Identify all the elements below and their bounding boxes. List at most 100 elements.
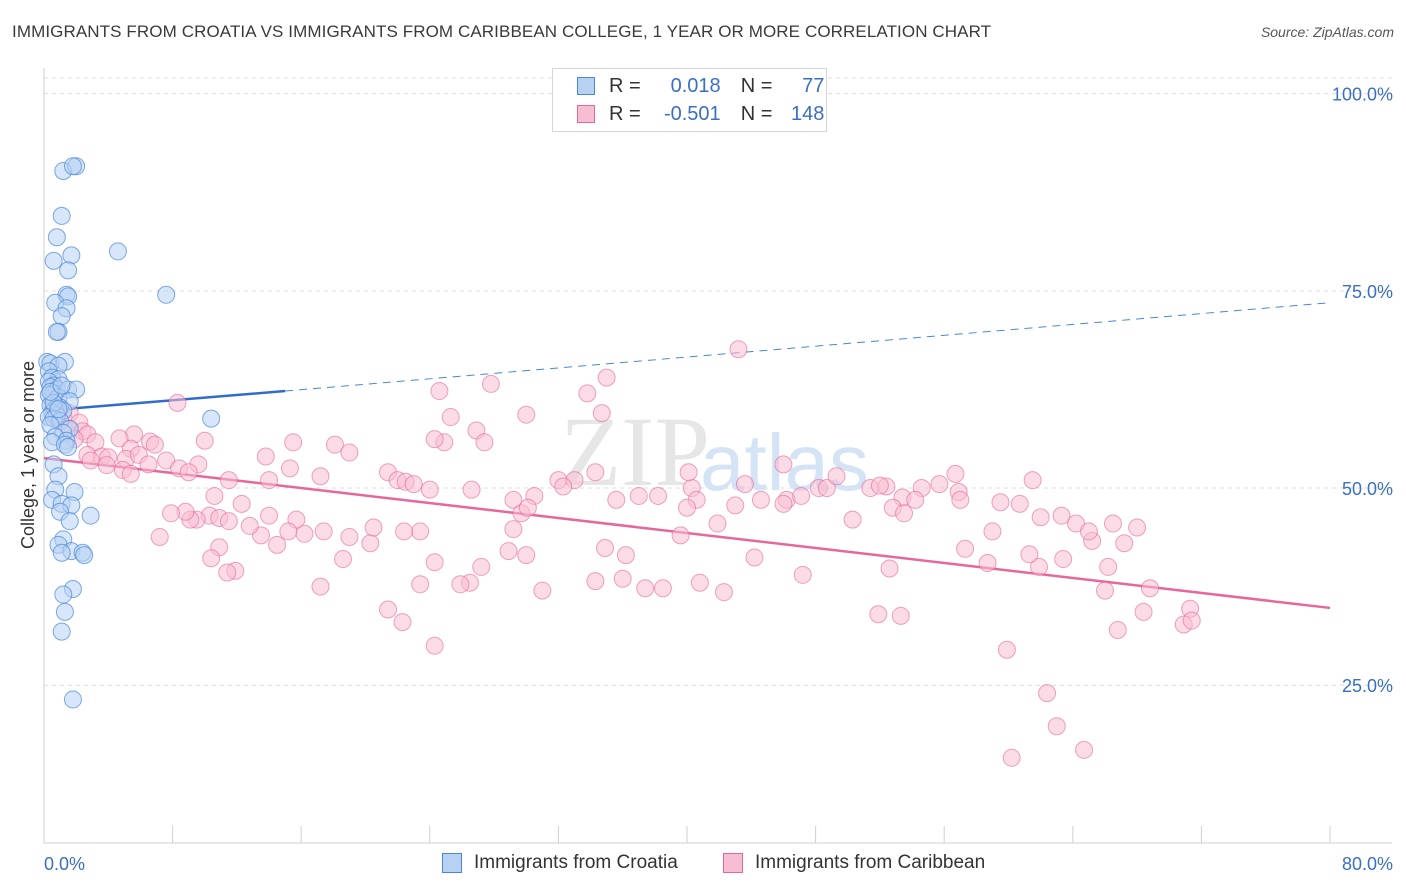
caribbean-point [735,475,754,494]
caribbean-point [150,527,169,546]
croatia-point [59,261,78,280]
y-tick-label: 100.0% [1332,85,1393,105]
caribbean-point [361,534,380,553]
caribbean-point [1002,748,1021,767]
caribbean-point [475,433,494,452]
croatia-point [60,512,79,531]
caribbean-point [260,471,279,490]
caribbean-point [205,486,224,505]
caribbean-point [607,490,626,509]
caribbean-point [690,573,709,592]
caribbean-point [586,572,605,591]
croatia-point [49,400,68,419]
caribbean-point [481,374,500,393]
legend-r-label: R = [609,74,641,97]
caribbean-point [430,382,449,401]
caribbean-point [946,464,965,483]
y-axis-label: College, 1 year or more [18,361,38,549]
caribbean-point [168,393,187,412]
caribbean-point [956,539,975,558]
caribbean-point [843,510,862,529]
caribbean-point [393,613,412,632]
croatia-point [52,543,71,562]
caribbean-point [1038,684,1057,703]
legend-n-value: 77 [802,74,825,97]
croatia-point [108,242,127,261]
caribbean-point [139,455,158,474]
croatia-point [59,438,78,457]
caribbean-point [379,600,398,619]
caribbean-point [1023,471,1042,490]
chart-title: IMMIGRANTS FROM CROATIA VS IMMIGRANTS FR… [12,22,992,41]
caribbean-point [792,486,811,505]
caribbean-point [649,486,668,505]
bottom-legend: Immigrants from Croatia Immigrants from … [0,850,1406,878]
caribbean-point [256,447,275,466]
caribbean-point [504,520,523,539]
caribbean-point [533,581,552,600]
caribbean-point [1103,514,1122,533]
caribbean-point [708,514,727,533]
caribbean-point [195,431,214,450]
caribbean-point [517,405,536,424]
bottom-legend-caribbean: Immigrants from Caribbean [723,852,985,874]
caribbean-point [817,479,836,498]
legend-row-caribbean: R = -0.501 N = 148 [577,101,824,127]
caribbean-point [202,549,221,568]
croatia-point [62,246,81,265]
caribbean-point [311,577,330,596]
caribbean-point [906,490,925,509]
caribbean-point [978,553,997,572]
caribbean-point [1095,581,1114,600]
caribbean-point [279,522,298,541]
caribbean-point [1099,557,1118,576]
caribbean-point [280,459,299,478]
caribbean-point [678,498,696,517]
croatia-point [75,546,94,565]
caribbean-point [951,490,970,509]
caribbean-point [1079,522,1098,541]
caribbean-point [679,463,698,482]
caribbean-point [930,475,949,494]
caribbean-point [1047,717,1066,736]
croatia-point [81,506,100,525]
caribbean-point [745,548,764,567]
legend-r-value: 0.018 [670,74,721,97]
croatia-trend-line [43,389,286,412]
caribbean-point [1067,514,1086,533]
caribbean-point [1052,506,1071,525]
caribbean-point [586,463,605,482]
croatia-point [202,409,221,428]
caribbean-point [1054,550,1073,569]
caribbean-point [793,565,812,584]
caribbean-point [891,606,910,625]
caribbean-point [110,429,129,448]
croatia-point [44,251,63,270]
caribbean-point [161,504,180,523]
caribbean-point [340,527,359,546]
caribbean-point [451,575,470,594]
caribbean-point [774,494,793,513]
caribbean-point [81,451,100,470]
y-tick-label: 25.0% [1342,676,1393,696]
caribbean-point [404,475,423,494]
caribbean-point [425,636,444,655]
bottom-legend-croatia: Immigrants from Croatia [442,852,678,874]
caribbean-point [714,583,733,602]
caribbean-point [311,467,330,486]
x-tick-label-max: 80.0% [1342,854,1393,874]
caribbean-point [240,516,259,535]
caribbean-point [517,546,536,565]
source-label: Source: ZipAtlas.com [1260,24,1394,40]
caribbean-point [880,559,899,578]
caribbean-point [616,546,635,565]
caribbean-point [653,579,672,598]
croatia-point [63,690,82,709]
croatia-point [52,622,71,641]
caribbean-swatch [577,105,595,123]
caribbean-point [870,476,889,495]
caribbean-point [145,435,164,454]
caribbean-point [518,498,537,517]
caribbean-point [504,490,523,509]
